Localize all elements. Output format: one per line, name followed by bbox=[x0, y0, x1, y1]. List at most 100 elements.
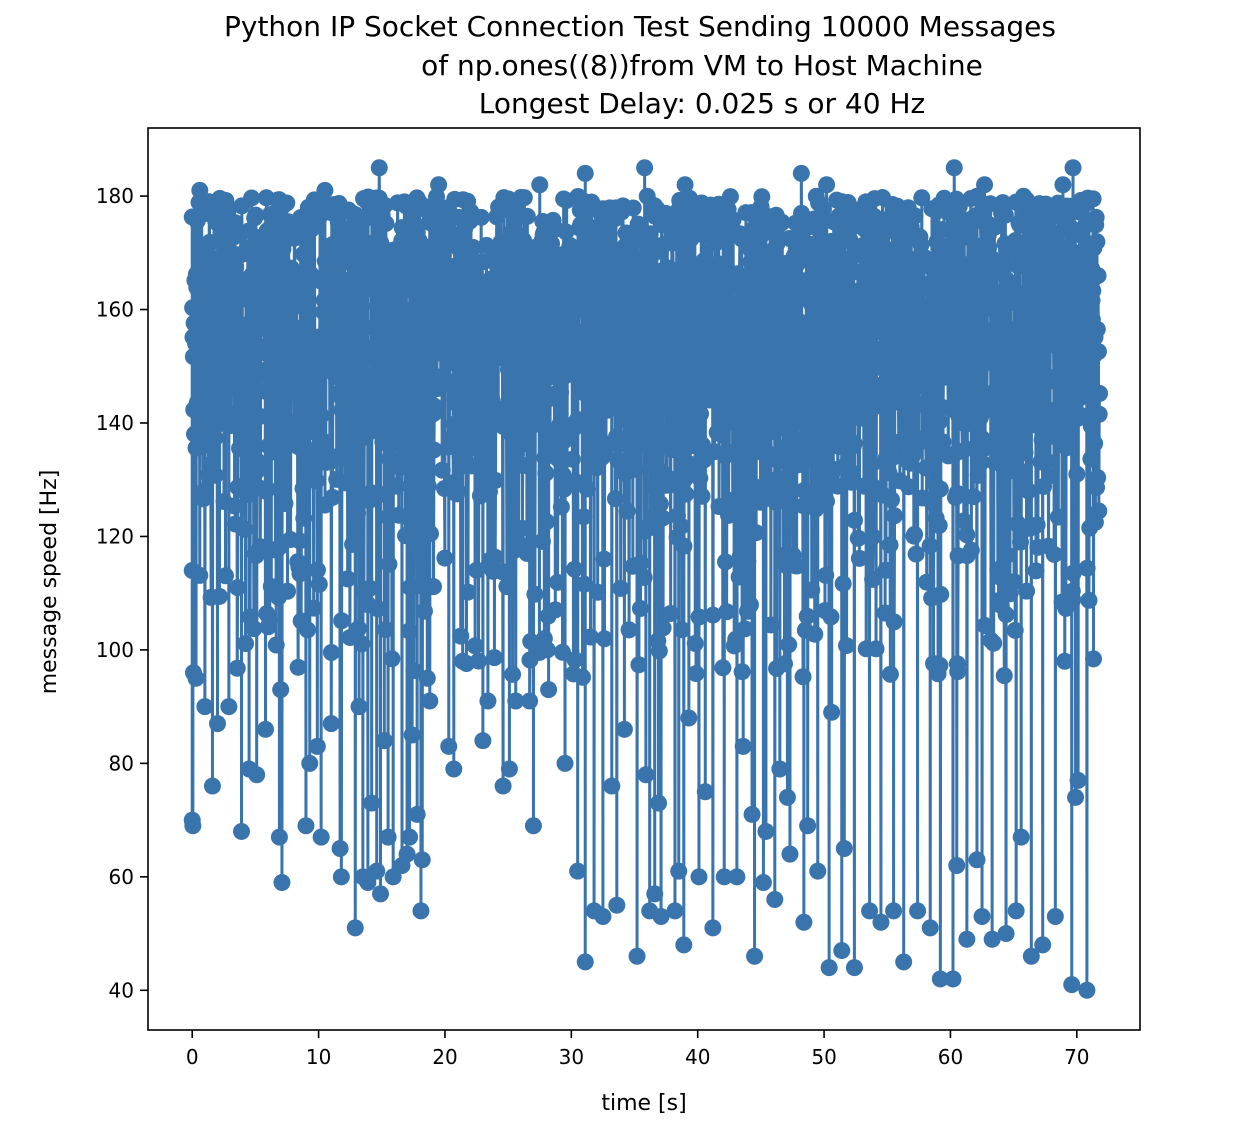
data-point bbox=[692, 405, 710, 423]
data-point bbox=[595, 550, 613, 568]
data-point bbox=[307, 472, 325, 490]
data-point bbox=[502, 332, 520, 350]
data-point bbox=[995, 667, 1013, 685]
x-tick-label: 20 bbox=[432, 1045, 457, 1069]
data-point bbox=[632, 554, 650, 572]
data-point bbox=[243, 266, 261, 284]
data-point bbox=[1047, 414, 1065, 432]
data-point bbox=[997, 606, 1015, 624]
y-tick-label: 40 bbox=[109, 978, 134, 1002]
data-point bbox=[268, 299, 286, 317]
data-point bbox=[540, 681, 558, 699]
data-point bbox=[996, 206, 1014, 224]
data-point bbox=[448, 482, 466, 500]
data-point bbox=[351, 301, 369, 319]
data-point bbox=[754, 874, 772, 891]
data-point bbox=[352, 222, 370, 240]
data-point bbox=[818, 176, 836, 194]
data-point bbox=[976, 176, 994, 194]
data-point bbox=[474, 732, 492, 750]
data-point bbox=[606, 490, 624, 508]
data-point bbox=[864, 570, 882, 588]
data-point bbox=[813, 476, 831, 494]
y-tick-label: 160 bbox=[96, 298, 134, 322]
data-point bbox=[339, 570, 357, 588]
y-axis-label: message speed [Hz] bbox=[37, 470, 62, 695]
data-point bbox=[955, 512, 973, 530]
data-point bbox=[376, 196, 394, 214]
chart-title-line-2: of np.ones((8))from VM to Host Machine bbox=[421, 49, 983, 82]
data-point bbox=[524, 817, 542, 835]
data-point bbox=[988, 387, 1006, 405]
data-point bbox=[478, 453, 496, 471]
data-point bbox=[1054, 176, 1072, 194]
data-point bbox=[338, 271, 356, 289]
data-point bbox=[412, 902, 430, 920]
data-point bbox=[945, 159, 963, 177]
data-point bbox=[191, 181, 209, 199]
data-point bbox=[1068, 465, 1086, 483]
data-point bbox=[1069, 771, 1087, 789]
data-point bbox=[299, 251, 317, 269]
data-point bbox=[704, 919, 722, 937]
data-point bbox=[1063, 976, 1081, 994]
data-point bbox=[833, 942, 851, 960]
data-point bbox=[608, 896, 626, 914]
data-point bbox=[327, 367, 345, 385]
x-tick-label: 40 bbox=[685, 1045, 710, 1069]
data-point bbox=[669, 299, 687, 317]
data-point bbox=[549, 450, 567, 468]
data-point bbox=[398, 845, 416, 863]
data-point bbox=[1091, 384, 1109, 402]
data-point bbox=[294, 479, 312, 497]
data-point bbox=[953, 442, 971, 460]
data-point bbox=[425, 441, 443, 459]
data-point bbox=[243, 189, 261, 207]
series-layer bbox=[183, 159, 1109, 999]
data-point bbox=[347, 451, 365, 469]
x-axis: 0 10 20 30 40 50 60 70 bbox=[186, 1030, 1090, 1069]
data-point bbox=[798, 607, 816, 625]
data-point bbox=[637, 766, 655, 784]
data-point bbox=[646, 885, 664, 903]
data-point bbox=[228, 659, 246, 677]
data-point bbox=[809, 434, 827, 452]
data-point bbox=[780, 636, 798, 654]
data-point bbox=[1064, 591, 1082, 609]
data-point bbox=[451, 308, 469, 326]
data-point bbox=[670, 862, 688, 880]
data-point bbox=[349, 314, 367, 332]
data-point bbox=[866, 339, 884, 357]
data-point bbox=[1061, 261, 1079, 279]
data-point bbox=[822, 232, 840, 250]
data-point bbox=[566, 651, 584, 669]
data-point bbox=[454, 324, 472, 342]
data-point bbox=[387, 411, 405, 429]
data-point bbox=[507, 692, 525, 710]
data-point bbox=[958, 526, 976, 544]
data-point bbox=[898, 410, 916, 428]
data-point bbox=[1019, 482, 1037, 500]
data-point bbox=[442, 279, 460, 297]
data-point bbox=[237, 635, 255, 653]
data-point bbox=[403, 726, 421, 744]
data-point bbox=[707, 234, 725, 252]
data-point bbox=[778, 788, 796, 806]
data-point bbox=[1087, 208, 1105, 226]
data-point bbox=[196, 481, 214, 499]
data-point bbox=[972, 453, 990, 471]
data-point bbox=[809, 862, 827, 880]
data-point bbox=[730, 568, 748, 586]
data-point bbox=[720, 443, 738, 461]
data-point bbox=[948, 484, 966, 502]
data-point bbox=[949, 663, 967, 681]
data-point bbox=[518, 207, 536, 225]
data-point bbox=[614, 368, 632, 386]
x-tick-label: 10 bbox=[306, 1045, 331, 1069]
data-point bbox=[615, 410, 633, 428]
y-tick-label: 120 bbox=[96, 524, 134, 548]
data-point bbox=[799, 341, 817, 359]
data-point bbox=[545, 351, 563, 369]
data-point bbox=[762, 616, 780, 634]
data-point bbox=[346, 919, 364, 937]
